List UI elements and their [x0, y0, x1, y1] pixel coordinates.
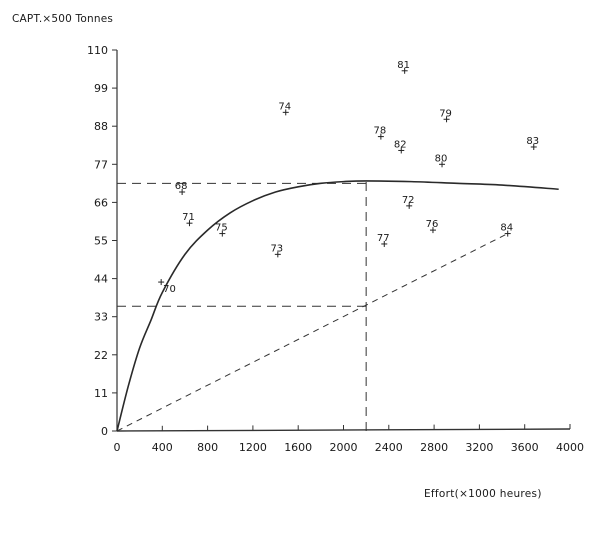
data-point-label: 74	[278, 101, 291, 112]
data-point: 70	[158, 279, 176, 295]
data-point: 84	[500, 223, 513, 237]
y-tick-label: 66	[94, 196, 108, 209]
data-point-label: 79	[439, 108, 452, 119]
data-point: 78	[374, 126, 387, 140]
data-point: 72	[402, 195, 415, 209]
x-tick-label: 2800	[420, 441, 448, 454]
x-tick-label: 3200	[465, 441, 493, 454]
x-tick-label: 4000	[556, 441, 584, 454]
y-tick-label: 55	[94, 235, 108, 248]
x-tick-label: 1200	[239, 441, 267, 454]
data-point: 74	[278, 101, 291, 116]
y-tick-label: 99	[94, 82, 108, 95]
y-tick-label: 44	[94, 273, 108, 286]
data-point: 76	[426, 219, 439, 234]
dashed-reference-line	[116, 233, 508, 432]
y-tick-label: 33	[94, 311, 108, 324]
reference-lines	[116, 180, 508, 432]
data-point-label: 83	[526, 136, 539, 147]
data-point: 77	[377, 233, 390, 247]
production-curve-line	[116, 180, 559, 432]
x-tick-label: 800	[197, 441, 218, 454]
x-tick-label: 0	[114, 441, 121, 454]
x-tick-label: 2400	[375, 441, 403, 454]
data-point: 73	[270, 243, 283, 258]
fitted-curve	[116, 180, 559, 432]
x-tick-label: 2000	[330, 441, 358, 454]
data-point-label: 80	[435, 153, 448, 164]
y-tick-label: 11	[94, 387, 108, 400]
x-tick-label: 1600	[284, 441, 312, 454]
data-point: 75	[215, 223, 228, 237]
data-point-label: 70	[163, 284, 176, 295]
x-axis-title: Effort(×1000 heures)	[424, 488, 542, 500]
data-point: 79	[439, 108, 452, 123]
data-point-label: 75	[215, 223, 228, 234]
data-point-label: 73	[270, 243, 283, 254]
axes: 0 11 22 33 44 55 66 77 88 99 110 0 400 800 1200 1600 200…	[87, 44, 584, 454]
data-point: 71	[182, 212, 195, 227]
data-point-label: 68	[175, 181, 188, 192]
y-tick-label: 22	[94, 349, 108, 362]
data-point-label: 78	[374, 126, 387, 137]
y-tick-label: 110	[87, 44, 108, 57]
data-point: 83	[526, 136, 539, 150]
data-point-label: 81	[397, 60, 410, 71]
y-tick-label: 0	[101, 425, 108, 438]
data-point: 80	[435, 153, 448, 168]
data-point-label: 76	[426, 219, 439, 230]
y-tick-label: 77	[94, 158, 108, 171]
data-point-label: 84	[500, 223, 513, 234]
data-point: 68	[175, 181, 188, 196]
x-tick-label: 400	[152, 441, 173, 454]
data-point-label: 77	[377, 233, 390, 244]
data-point: 81	[397, 60, 410, 74]
x-tick-label: 3600	[511, 441, 539, 454]
y-tick-label: 88	[94, 120, 108, 133]
data-points: 68 70 71 72 73 74 75 76 77 78 79 80 81 82 83 84	[158, 60, 539, 295]
data-point-label: 71	[182, 212, 195, 223]
y-axis-title: CAPT.×500 Tonnes	[12, 13, 114, 25]
data-point-label: 72	[402, 195, 415, 206]
data-point-label: 82	[394, 139, 407, 150]
data-point: 82	[394, 139, 407, 154]
